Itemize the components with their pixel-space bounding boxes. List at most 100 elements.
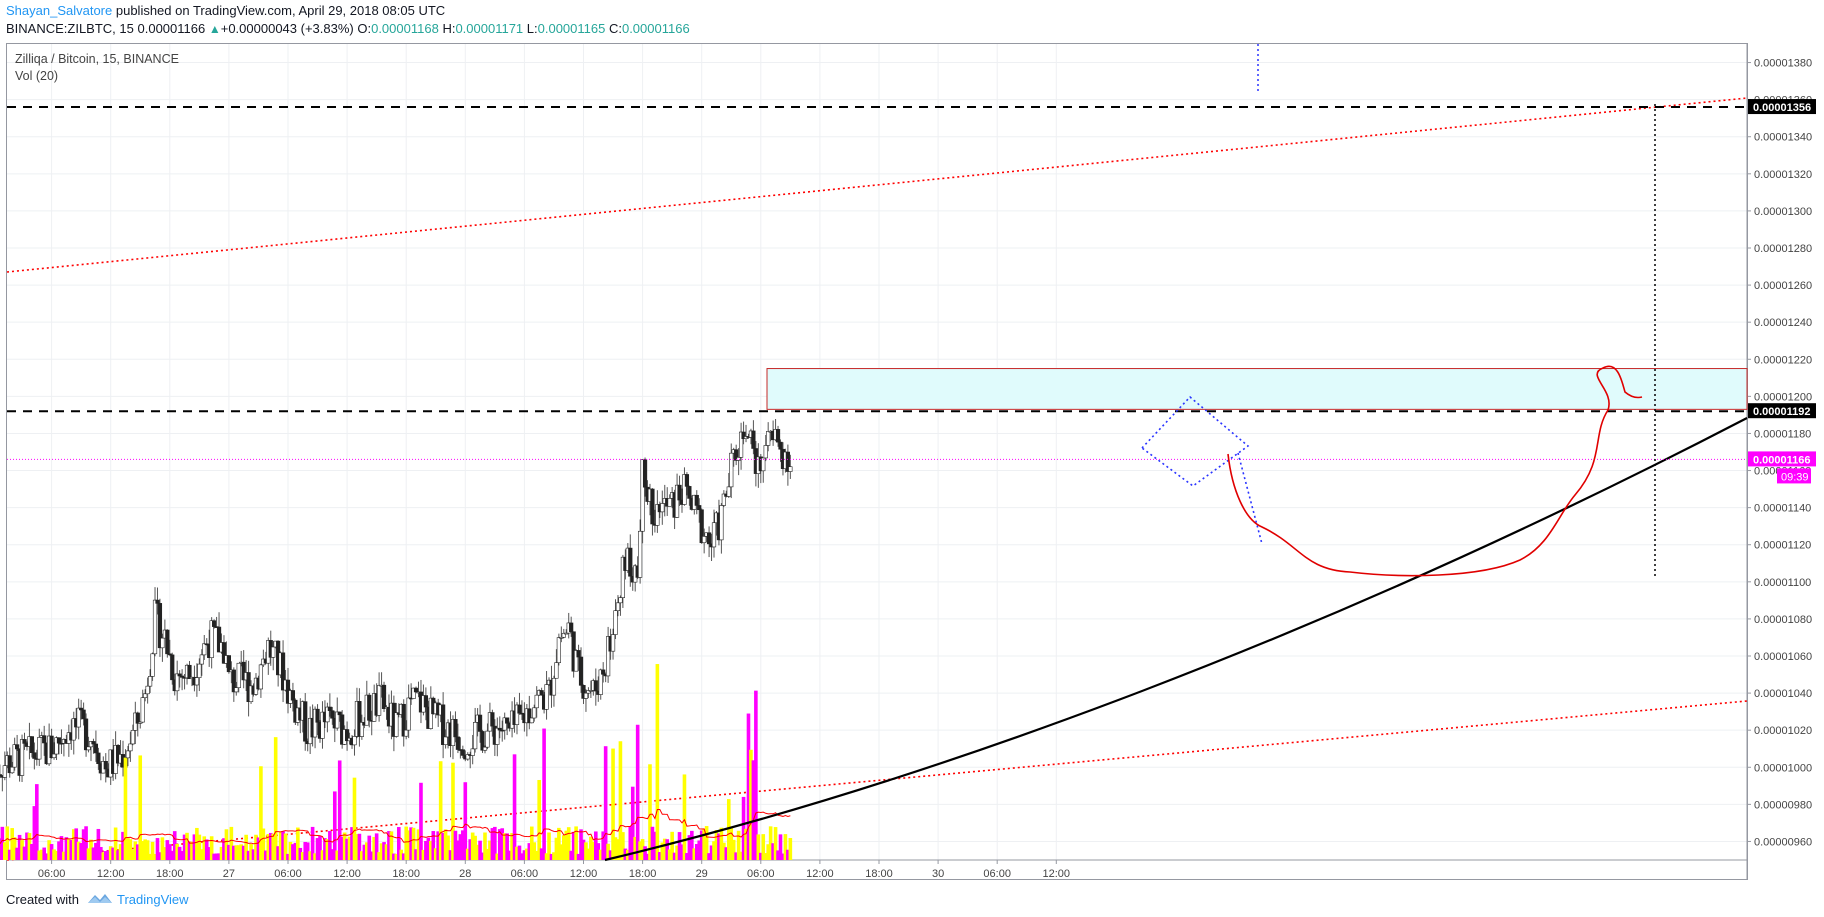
price-tick-label: 0.00000960 (1754, 836, 1812, 848)
candle-body (202, 643, 207, 656)
volume-bar (296, 827, 300, 860)
price-tick-label: 0.00000980 (1754, 799, 1812, 811)
volume-bar (37, 850, 42, 860)
volume-bar (559, 844, 564, 860)
volume-bar (192, 834, 197, 860)
candle-body (231, 669, 236, 693)
volume-bar (768, 826, 773, 860)
candle-body (564, 632, 569, 635)
volume-bar (392, 853, 396, 860)
candle-body (738, 431, 744, 458)
volume-bar (786, 849, 790, 860)
candle-body (320, 711, 325, 739)
volume-bar (232, 845, 236, 860)
volume-bar (207, 847, 211, 860)
volume-bar (94, 842, 98, 860)
candle-body (734, 449, 739, 461)
candle-body (0, 774, 2, 777)
time-tick-label: 18:00 (156, 868, 184, 880)
candle-body (517, 704, 522, 714)
price-tag-box (1748, 99, 1816, 115)
candle-body (677, 484, 682, 501)
volume-bar (281, 831, 285, 860)
volume-bar (283, 833, 288, 860)
volume-bar (180, 851, 184, 860)
volume-bar (741, 796, 746, 860)
price-tick-label: 0.00001060 (1754, 651, 1812, 663)
tradingview-link[interactable]: TradingView (117, 892, 189, 907)
candle-body (315, 708, 320, 723)
candle-body (556, 637, 561, 663)
volume-bar (527, 843, 532, 860)
candle-body (706, 532, 712, 545)
volume-bar (377, 852, 381, 860)
volume-bar (195, 827, 199, 860)
volume-bar (308, 851, 312, 860)
volume-bar (448, 850, 453, 860)
candle-body (470, 748, 475, 756)
countdown-label: 09:39 (1781, 471, 1809, 483)
volume-bar (485, 848, 490, 860)
candle-body (642, 459, 648, 488)
volume-bar (690, 830, 694, 860)
volume-bar (217, 853, 221, 860)
volume-bar (635, 724, 640, 860)
volume-bar (500, 828, 505, 860)
volume-bar (722, 842, 726, 860)
volume-bar (712, 841, 716, 860)
candle-body (59, 742, 64, 745)
candle-body (96, 752, 101, 765)
volume-bar (76, 841, 81, 860)
volume-bar (236, 845, 241, 860)
volume-bar (672, 852, 677, 860)
volume-bar (323, 838, 327, 860)
open-label: O: (357, 21, 372, 36)
upper-channel-line (6, 97, 1748, 273)
volume-bar (185, 832, 189, 860)
volume-bar (421, 849, 426, 860)
candle-body (576, 650, 581, 658)
volume-bar (81, 829, 86, 860)
volume-bar (761, 834, 766, 860)
volume-bar (25, 832, 29, 860)
volume-bar (288, 841, 293, 860)
volume-bar (239, 844, 244, 860)
candle-body (532, 707, 537, 719)
candle-body (544, 684, 549, 710)
volume-bar (108, 846, 113, 860)
volume-bar (140, 841, 145, 860)
price-change: +0.00000043 (+3.83%) (220, 21, 354, 36)
volume-bar (463, 782, 468, 860)
candle-body (180, 675, 185, 678)
author-link[interactable]: Shayan_Salvatore (6, 3, 113, 18)
price-tick-label: 0.00001340 (1754, 132, 1812, 144)
candle-body (711, 522, 717, 548)
volume-bar (197, 834, 202, 860)
volume-bar (12, 837, 17, 860)
volume-bar (64, 837, 69, 860)
candle-body (534, 694, 539, 709)
price-tag-label: 0.00001192 (1753, 406, 1811, 418)
candle-body (721, 493, 726, 506)
volume-bar (318, 836, 322, 860)
volume-bar (576, 853, 581, 860)
candle-body (559, 636, 564, 639)
candle-body (357, 701, 362, 737)
volume-bar (62, 851, 66, 860)
volume-bar (364, 842, 369, 860)
volume-bar (534, 850, 539, 860)
volume-bar (300, 852, 305, 860)
volume-bar (465, 848, 470, 860)
candle-body (401, 703, 406, 737)
volume-bar (433, 848, 438, 860)
time-tick-label: 12:00 (806, 868, 834, 880)
time-tick-label: 12:00 (333, 868, 361, 880)
volume-bar (520, 853, 524, 860)
candle-body (694, 494, 699, 506)
candle-body (93, 743, 99, 754)
volume-bar (244, 834, 248, 860)
volume-bar (91, 847, 96, 860)
countdown-box (1777, 468, 1811, 484)
last-price: 0.00001166 (137, 21, 206, 36)
